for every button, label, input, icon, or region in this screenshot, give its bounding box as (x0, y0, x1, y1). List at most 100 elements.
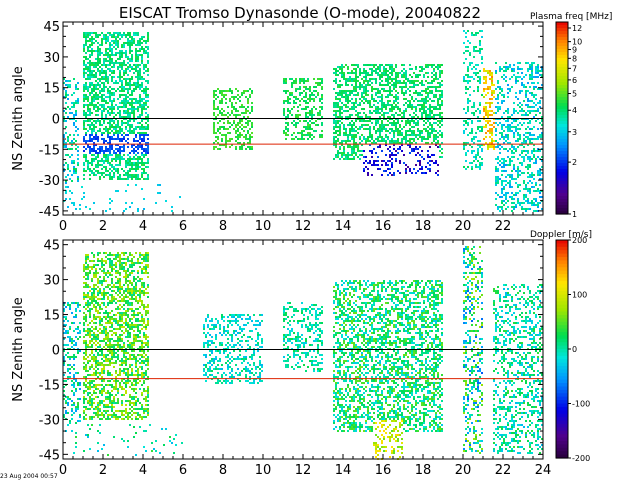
heatmap-cell (111, 146, 113, 148)
heatmap-cell (125, 84, 127, 86)
heatmap-cell (87, 166, 89, 168)
heatmap-cell (533, 198, 535, 200)
heatmap-cell (89, 314, 91, 316)
heatmap-cell (349, 134, 351, 136)
heatmap-cell (131, 92, 133, 94)
heatmap-cell (93, 264, 95, 266)
heatmap-cell (91, 402, 93, 404)
heatmap-cell (385, 78, 387, 80)
heatmap-cell (539, 184, 541, 186)
heatmap-cell (125, 164, 127, 166)
heatmap-cell (89, 346, 91, 348)
heatmap-cell (301, 134, 303, 136)
heatmap-cell (375, 100, 377, 102)
heatmap-cell (467, 80, 469, 82)
heatmap-cell (481, 62, 483, 64)
heatmap-cell (97, 110, 99, 112)
colorbar-segment (556, 178, 568, 182)
heatmap-cell (249, 128, 251, 130)
heatmap-cell (419, 104, 421, 106)
heatmap-cell (241, 134, 243, 136)
heatmap-cell (503, 166, 505, 168)
heatmap-cell (109, 208, 111, 210)
heatmap-cell (145, 166, 147, 168)
heatmap-cell (429, 112, 431, 114)
heatmap-cell (105, 168, 107, 170)
heatmap-cell (131, 110, 133, 112)
heatmap-cell (521, 156, 523, 158)
heatmap-cell (105, 174, 107, 176)
heatmap-cell (375, 130, 377, 132)
heatmap-cell (135, 178, 137, 180)
colorbar-segment (556, 85, 568, 89)
heatmap-cell (473, 48, 475, 50)
heatmap-cell (515, 140, 517, 142)
heatmap-cell (429, 106, 431, 108)
heatmap-cell (85, 132, 87, 134)
heatmap-cell (385, 104, 387, 106)
heatmap-cell (71, 322, 73, 324)
heatmap-cell (477, 116, 479, 118)
heatmap-cell (515, 182, 517, 184)
heatmap-cell (391, 70, 393, 72)
heatmap-cell (429, 146, 431, 148)
heatmap-cell (119, 160, 121, 162)
heatmap-cell (95, 74, 97, 76)
heatmap-cell (109, 32, 111, 34)
heatmap-cell (235, 136, 237, 138)
heatmap-cell (73, 124, 75, 126)
heatmap-cell (317, 78, 319, 80)
heatmap-cell (63, 358, 65, 360)
heatmap-cell (179, 196, 181, 198)
heatmap-cell (141, 84, 143, 86)
heatmap-cell (429, 104, 431, 106)
heatmap-cell (403, 110, 405, 112)
heatmap-cell (133, 138, 135, 140)
heatmap-cell (133, 158, 135, 160)
heatmap-cell (99, 124, 101, 126)
heatmap-cell (71, 366, 73, 368)
heatmap-cell (285, 100, 287, 102)
heatmap-cell (77, 302, 79, 304)
heatmap-cell (311, 116, 313, 118)
colorbar-segment (556, 190, 568, 194)
heatmap-cell (141, 138, 143, 140)
heatmap-cell (85, 134, 87, 136)
heatmap-cell (409, 128, 411, 130)
heatmap-cell (375, 108, 377, 110)
heatmap-cell (93, 98, 95, 100)
heatmap-cell (341, 142, 343, 144)
heatmap-cell (87, 394, 89, 396)
heatmap-cell (299, 80, 301, 82)
heatmap-cell (121, 146, 123, 148)
heatmap-cell (99, 78, 101, 80)
heatmap-cell (119, 50, 121, 52)
heatmap-cell (97, 58, 99, 60)
heatmap-cell (107, 92, 109, 94)
heatmap-cell (517, 128, 519, 130)
heatmap-cell (111, 92, 113, 94)
heatmap-cell (391, 142, 393, 144)
heatmap-cell (347, 98, 349, 100)
heatmap-cell (75, 406, 77, 408)
heatmap-cell (425, 96, 427, 98)
heatmap-cell (119, 150, 121, 152)
heatmap-cell (501, 132, 503, 134)
heatmap-cell (341, 112, 343, 114)
heatmap-cell (293, 132, 295, 134)
x-tick-label: 20 (455, 219, 472, 234)
heatmap-cell (433, 86, 435, 88)
heatmap-cell (69, 398, 71, 400)
heatmap-cell (473, 138, 475, 140)
heatmap-cell (489, 70, 491, 72)
heatmap-cell (295, 136, 297, 138)
heatmap-cell (349, 158, 351, 160)
heatmap-cell (517, 134, 519, 136)
heatmap-cell (409, 102, 411, 104)
heatmap-cell (435, 96, 437, 98)
heatmap-cell (363, 86, 365, 88)
heatmap-cell (435, 78, 437, 80)
heatmap-cell (95, 144, 97, 146)
heatmap-cell (517, 138, 519, 140)
heatmap-cell (333, 138, 335, 140)
